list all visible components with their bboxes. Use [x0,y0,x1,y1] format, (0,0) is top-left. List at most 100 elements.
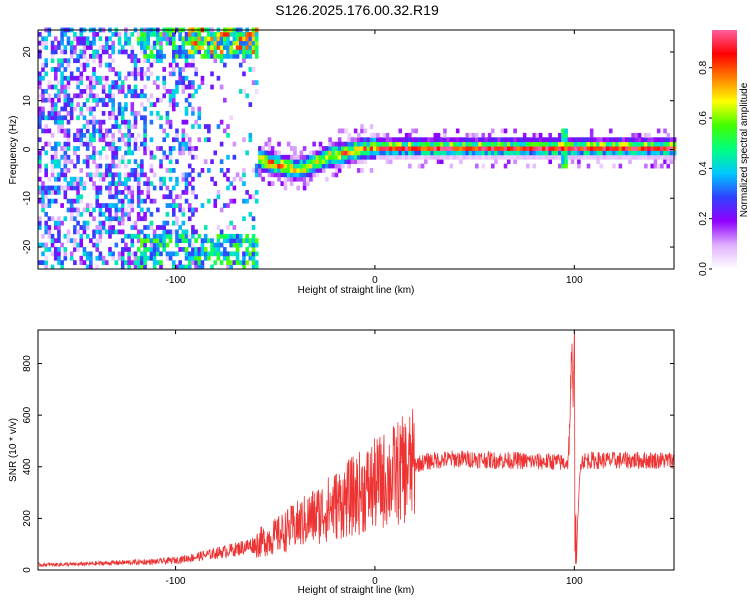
heatmap-cell [69,255,74,261]
heatmap-cell [478,150,482,156]
heatmap-cell [117,251,122,257]
heatmap-cell [194,45,198,50]
heatmap-cell [395,141,399,147]
heatmap-cell [47,203,52,208]
heatmap-cell [640,154,645,160]
heatmap-cell [347,141,352,147]
heatmap-cell [127,198,131,204]
heatmap-cell [136,198,141,204]
heatmap-cell [127,247,131,252]
heatmap-cell [165,89,170,94]
heatmap-cell [270,181,275,186]
heatmap-cell [162,137,166,143]
heatmap-cell [89,211,93,217]
heatmap-cell [175,84,179,90]
heatmap-cell [200,168,205,173]
heatmap-cell [104,36,109,42]
heatmap-cell [184,62,189,68]
heatmap-cell [165,203,170,208]
heatmap-cell [98,225,103,230]
heatmap-cell [127,124,131,129]
heatmap-cell [156,238,160,244]
heatmap-cell [79,194,84,200]
heatmap-cell [532,154,537,160]
heatmap-cell [411,154,415,160]
heatmap-cell [254,189,259,195]
heatmap-cell [171,220,176,226]
heatmap-cell [395,154,399,160]
heatmap-cell [462,137,466,143]
heatmap-cell [178,36,182,42]
heatmap-cell [146,146,151,151]
heatmap-cell [117,102,122,107]
heatmap-cell [104,172,109,178]
heatmap-cell [53,49,58,55]
heatmap-cell [120,238,125,244]
heatmap-cell [312,150,316,156]
heatmap-cell [583,141,588,147]
heatmap-cell [315,168,320,173]
heatmap-cell [650,146,655,151]
heatmap-cell [60,31,64,37]
heatmap-cell [656,163,661,169]
heatmap-cell [223,255,227,261]
heatmap-cell [143,106,147,112]
heatmap-cell [143,198,147,204]
heatmap-cell [305,176,310,182]
heatmap-cell [41,75,45,81]
heatmap-cell [44,229,48,235]
heatmap-cell [82,53,87,59]
heatmap-cell [133,119,138,125]
heatmap-cell [612,137,616,143]
heatmap-cell [210,36,214,42]
heatmap-cell [187,53,192,59]
heatmap-cell [50,168,55,173]
heatmap-cell [184,247,189,252]
heatmap-cell [152,53,157,59]
heatmap-cell [647,146,651,151]
heatmap-cell [347,137,352,143]
heatmap-cell [104,80,109,86]
heatmap-cell [149,225,154,230]
heatmap-cell [331,154,336,160]
heatmap-cell [567,137,572,143]
heatmap-cell [117,163,122,169]
heatmap-cell [203,255,208,261]
heatmap-cell [242,40,246,46]
heatmap-cell [57,238,61,244]
heatmap-cell [599,154,604,160]
heatmap-cell [95,97,100,103]
heatmap-cell [152,251,157,257]
heatmap-cell [302,154,307,160]
heatmap-cell [216,36,221,42]
heatmap-cell [73,216,77,222]
heatmap-cell [111,137,115,143]
heatmap-cell [111,172,115,178]
heatmap-cell [191,260,195,266]
heatmap-cell [573,150,578,156]
heatmap-cell [159,176,163,182]
heatmap-cell [213,203,218,208]
heatmap-cell [152,238,157,244]
heatmap-cell [130,93,135,99]
heatmap-cell [73,93,77,99]
heatmap-cell [356,154,361,160]
colorbar-tick-label: 0.2 [698,211,709,225]
heatmap-cell [41,128,45,134]
colorbar-tick-label: 0.4 [698,161,709,175]
heatmap-cell [219,242,224,248]
heatmap-cell [631,137,635,143]
heatmap-cell [60,185,64,191]
heatmap-cell [187,203,192,208]
heatmap-cell [660,150,664,156]
heatmap-cell [328,137,332,143]
heatmap-cell [363,154,367,160]
heatmap-cell [117,84,122,90]
heatmap-cell [181,84,186,90]
heatmap-cell [108,181,112,186]
heatmap-cell [92,49,96,55]
heatmap-cell [168,89,173,94]
heatmap-cell [136,110,141,116]
heatmap-cell [356,150,361,156]
heatmap-cell [238,233,243,239]
